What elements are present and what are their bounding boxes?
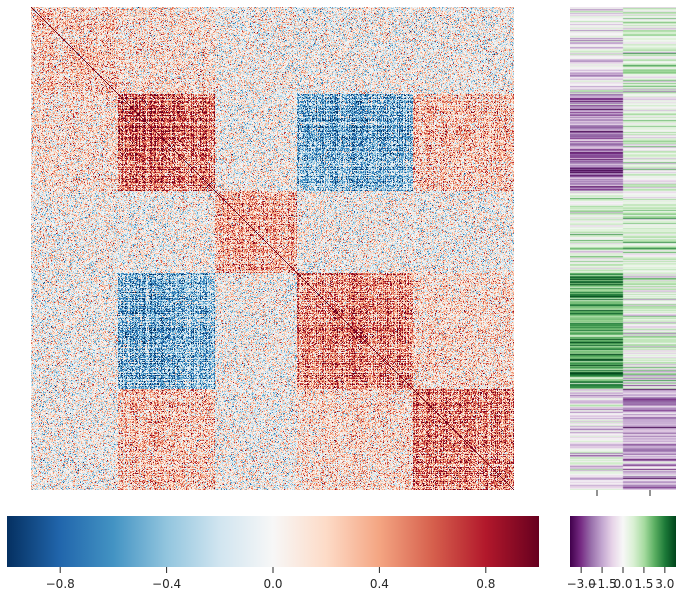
annotation-colorbar-ticks: −3.0−1.50.0 1.5 3.0	[567, 567, 674, 591]
correlation-heatmap	[31, 7, 514, 490]
annotation-colorbar-gradient	[570, 516, 676, 567]
annotation-colorbar-tick-label: 1.5	[634, 577, 653, 591]
correlation-colorbar-gradient	[7, 516, 539, 567]
correlation-colorbar-tick-label: 0.4	[370, 577, 389, 591]
correlation-colorbar-tick-label: 0.8	[476, 577, 495, 591]
correlation-colorbar-tick-label: −0.8	[46, 577, 75, 591]
annotation-colorbar-tick-label: 3.0	[655, 577, 674, 591]
correlation-colorbar-ticks: −0.8 −0.4 0.0 0.4 0.8	[46, 567, 495, 591]
annotation-colorbar-tick-label: −1.5	[588, 577, 617, 591]
correlation-colorbar: −0.8 −0.4 0.0 0.4 0.8	[7, 516, 539, 591]
row-annotation-heatmap	[570, 7, 676, 496]
annotation-colorbar-tick-label: 0.0	[613, 577, 632, 591]
correlation-colorbar-tick-label: 0.0	[263, 577, 282, 591]
annotation-colorbar-tick-label: −3.0	[567, 577, 596, 591]
row-annotation-cells	[570, 7, 676, 490]
correlation-heatmap-cells	[31, 7, 514, 490]
correlation-colorbar-tick-label: −0.4	[152, 577, 181, 591]
annotation-colorbar: −3.0−1.50.0 1.5 3.0	[567, 516, 676, 591]
